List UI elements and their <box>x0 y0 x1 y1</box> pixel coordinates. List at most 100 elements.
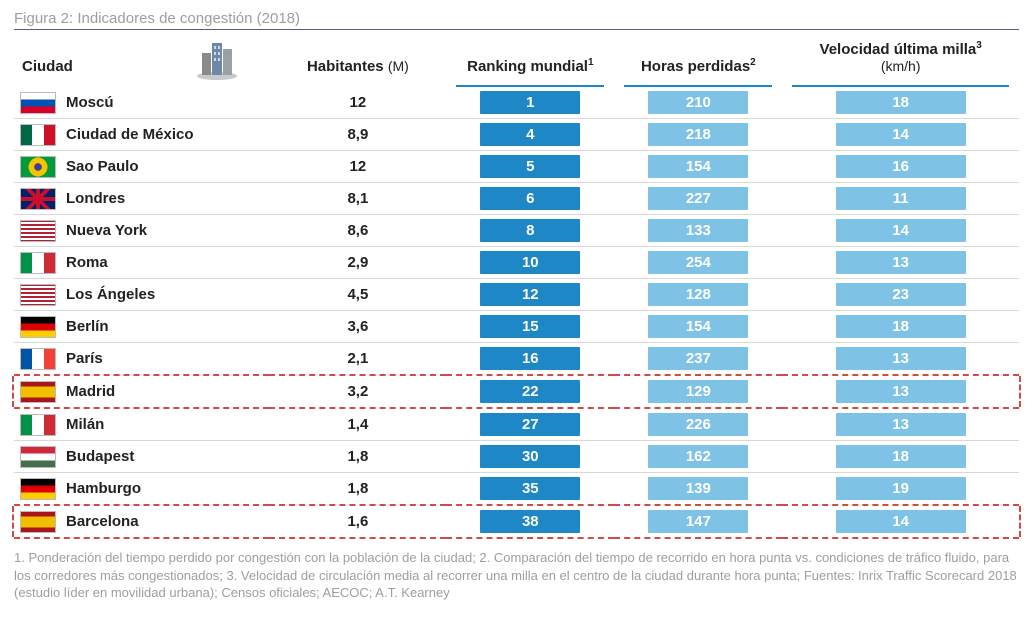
rank-badge: 35 <box>480 477 580 500</box>
vel-badge: 18 <box>836 91 966 114</box>
population-cell: 8,6 <box>269 215 446 247</box>
hours-badge: 154 <box>648 315 748 338</box>
col-rank-label: Ranking mundial <box>467 58 588 75</box>
rank-cell: 16 <box>446 343 614 376</box>
population-cell: 1,8 <box>269 473 446 506</box>
vel-cell: 13 <box>782 375 1019 408</box>
flag-icon <box>20 348 56 370</box>
city-cell: Hamburgo <box>14 473 269 506</box>
hours-badge: 147 <box>648 510 748 533</box>
city-name: Ciudad de México <box>66 126 194 143</box>
vel-badge: 18 <box>836 315 966 338</box>
rank-badge: 4 <box>480 123 580 146</box>
hours-cell: 128 <box>614 279 782 311</box>
rank-cell: 15 <box>446 311 614 343</box>
city-skyline-icon <box>194 35 240 81</box>
flag-icon <box>20 220 56 242</box>
hours-cell: 133 <box>614 215 782 247</box>
vel-cell: 13 <box>782 343 1019 376</box>
rank-cell: 35 <box>446 473 614 506</box>
table-row: Budapest1,83016218 <box>14 441 1019 473</box>
vel-badge: 13 <box>836 347 966 370</box>
table-row: Ciudad de México 8,9 4 218 14 <box>14 119 1019 151</box>
vel-cell: 14 <box>782 505 1019 538</box>
vel-badge: 13 <box>836 380 966 403</box>
col-rank: Ranking mundial1 <box>446 36 614 85</box>
col-velocity-sup: 3 <box>976 40 982 51</box>
hours-cell: 154 <box>614 311 782 343</box>
vel-badge: 14 <box>836 123 966 146</box>
vel-cell: 19 <box>782 473 1019 506</box>
flag-icon <box>20 381 56 403</box>
rank-cell: 12 <box>446 279 614 311</box>
hours-cell: 227 <box>614 183 782 215</box>
city-cell: Nueva York <box>14 215 269 247</box>
vel-cell: 14 <box>782 215 1019 247</box>
city-cell: Barcelona <box>14 505 269 538</box>
city-name: Budapest <box>66 448 134 465</box>
vel-badge: 13 <box>836 413 966 436</box>
flag-icon <box>20 156 56 178</box>
rank-cell: 5 <box>446 151 614 183</box>
vel-badge: 11 <box>836 187 966 210</box>
table-row: Madrid3,22212913 <box>14 375 1019 408</box>
city-cell: Milán <box>14 408 269 441</box>
flag-icon <box>20 511 56 533</box>
footnotes: 1. Ponderación del tiempo perdido por co… <box>14 549 1019 602</box>
vel-cell: 13 <box>782 247 1019 279</box>
rank-cell: 6 <box>446 183 614 215</box>
hours-cell: 226 <box>614 408 782 441</box>
rank-badge: 15 <box>480 315 580 338</box>
city-name: Roma <box>66 254 108 271</box>
flag-icon <box>20 188 56 210</box>
city-name: Barcelona <box>66 513 139 530</box>
hours-cell: 237 <box>614 343 782 376</box>
col-hours-label: Horas perdidas <box>641 58 750 75</box>
figure-title: Figura 2: Indicadores de congestión (201… <box>14 10 1019 30</box>
flag-icon <box>20 446 56 468</box>
population-cell: 12 <box>269 151 446 183</box>
population-cell: 2,9 <box>269 247 446 279</box>
city-cell: Ciudad de México <box>14 119 269 151</box>
table-row: Milán1,42722613 <box>14 408 1019 441</box>
vel-cell: 11 <box>782 183 1019 215</box>
hours-cell: 218 <box>614 119 782 151</box>
congestion-table: Ciudad Habitantes (M) Ranking mundial1 <box>14 36 1019 539</box>
hours-cell: 254 <box>614 247 782 279</box>
city-name: Moscú <box>66 94 114 111</box>
city-name: Hamburgo <box>66 480 141 497</box>
city-name: Berlín <box>66 318 109 335</box>
flag-icon <box>20 92 56 114</box>
rank-badge: 12 <box>480 283 580 306</box>
hours-cell: 154 <box>614 151 782 183</box>
col-city: Ciudad <box>14 36 269 85</box>
flag-icon <box>20 284 56 306</box>
hours-badge: 254 <box>648 251 748 274</box>
city-cell: Roma <box>14 247 269 279</box>
vel-badge: 18 <box>836 445 966 468</box>
hours-badge: 154 <box>648 155 748 178</box>
hours-badge: 210 <box>648 91 748 114</box>
rank-cell: 38 <box>446 505 614 538</box>
col-velocity-unit: (km/h) <box>881 58 921 74</box>
rank-cell: 1 <box>446 87 614 119</box>
population-cell: 3,6 <box>269 311 446 343</box>
hours-badge: 129 <box>648 380 748 403</box>
rank-cell: 10 <box>446 247 614 279</box>
vel-cell: 16 <box>782 151 1019 183</box>
hours-cell: 129 <box>614 375 782 408</box>
col-city-label: Ciudad <box>22 58 73 75</box>
flag-icon <box>20 414 56 436</box>
col-velocity-label: Velocidad última milla <box>820 41 977 58</box>
hours-badge: 237 <box>648 347 748 370</box>
vel-cell: 23 <box>782 279 1019 311</box>
city-name: París <box>66 350 103 367</box>
rank-badge: 10 <box>480 251 580 274</box>
rank-badge: 1 <box>480 91 580 114</box>
city-name: Los Ángeles <box>66 286 155 303</box>
flag-icon <box>20 316 56 338</box>
population-cell: 8,9 <box>269 119 446 151</box>
population-cell: 1,4 <box>269 408 446 441</box>
vel-badge: 14 <box>836 219 966 242</box>
table-row: Roma 2,9 10 254 13 <box>14 247 1019 279</box>
